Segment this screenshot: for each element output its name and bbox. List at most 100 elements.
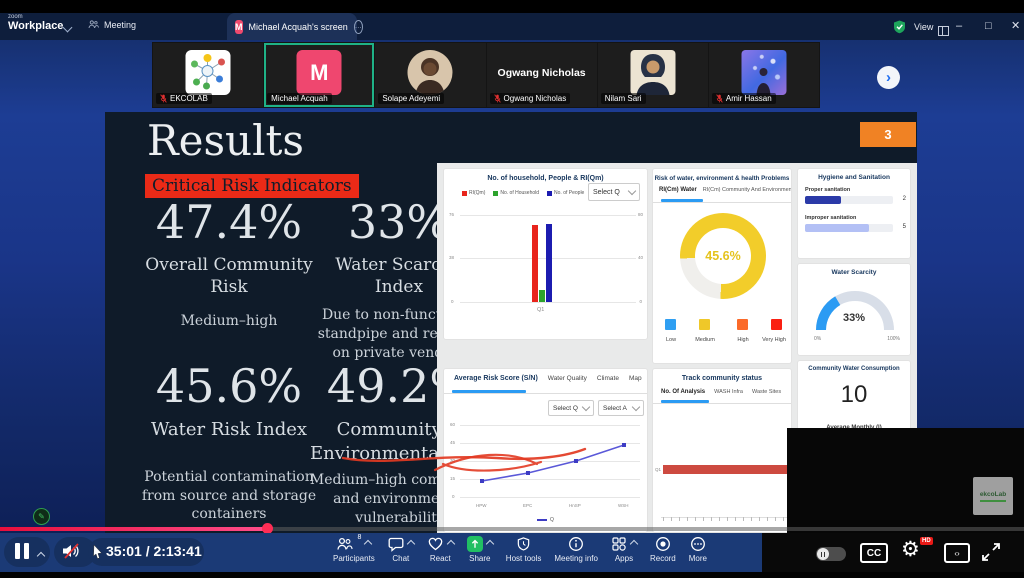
y-tick: 0 — [452, 494, 455, 499]
fullscreen-icon[interactable] — [980, 541, 1002, 563]
stat-value: 33% — [347, 195, 451, 249]
toolbar-label: Record — [649, 554, 676, 563]
volume-muted-icon[interactable] — [61, 542, 81, 560]
annotation-pencil-icon[interactable]: ✎ — [33, 508, 50, 525]
tab-ricm-community[interactable]: RI(Cm) Community And Environment — [702, 187, 792, 193]
meeting-info-button[interactable]: Meeting info — [554, 536, 598, 563]
participant-tile-ogwang[interactable]: Ogwang Nicholas Ogwang Nicholas — [486, 43, 597, 107]
tab-climate[interactable]: Climate — [596, 375, 619, 382]
consumption-value: 10 — [840, 381, 868, 408]
person-photo-icon — [415, 58, 445, 95]
legend-label: Q — [550, 517, 554, 523]
slide-title: Results — [147, 116, 304, 165]
participant-name: Michael Acquah — [271, 94, 328, 103]
tab-shared-screen[interactable]: M Michael Acquah's screen … — [227, 13, 363, 40]
avatar-initial: M — [310, 59, 329, 85]
react-button[interactable]: React — [427, 536, 456, 563]
tab-options-icon[interactable]: … — [353, 19, 363, 34]
chat-button[interactable]: Chat — [388, 536, 416, 563]
tab-map[interactable]: Map — [628, 375, 642, 382]
video-timestamp: 35:01 / 2:13:41 — [106, 543, 202, 559]
select-a-dropdown[interactable]: Select A — [598, 400, 644, 416]
pause-button[interactable] — [15, 543, 29, 559]
zoom-title-bar: zoom Workplace Meeting M Michael Acquah'… — [0, 13, 1024, 40]
tab-wash-infra[interactable]: WASH Infra — [714, 389, 743, 395]
chat-caret-icon[interactable] — [406, 539, 416, 549]
participants-button[interactable]: 8 Participants — [333, 534, 375, 563]
host-tools-button[interactable]: Host tools — [506, 536, 541, 563]
captions-button[interactable]: CC — [860, 543, 888, 563]
x-category-label: HPW — [476, 503, 487, 508]
participant-name-pill: Michael Acquah — [267, 93, 332, 104]
close-button[interactable]: ✕ — [1011, 20, 1021, 32]
stat-label: Overall Community Risk — [145, 255, 313, 298]
shared-screen-slide: Results 3 Critical Risk Indicators 47.4%… — [105, 112, 917, 533]
legend-label: High — [737, 337, 749, 343]
highlight-label: Critical Risk Indicators — [145, 174, 359, 198]
ekcolab-avatar — [185, 50, 231, 95]
player-controls-area — [762, 533, 1024, 578]
x-category-label: WSH — [618, 503, 629, 508]
participant-name: EKCOLAB — [170, 94, 208, 103]
apps-caret-icon[interactable] — [629, 539, 639, 549]
participant-tile-amir[interactable]: Amir Hassan — [708, 43, 820, 107]
participant-name-pill: Solape Adeyemi — [378, 93, 445, 104]
avg-risk-chart-card: Average Risk Score (S/N) Water Quality C… — [443, 368, 648, 533]
view-button[interactable]: View — [914, 22, 934, 32]
tab-water-quality[interactable]: Water Quality — [547, 375, 587, 382]
cursor-icon — [93, 545, 103, 559]
minimize-button[interactable]: – — [956, 20, 963, 32]
autoplay-toggle[interactable] — [816, 547, 846, 561]
toolbar-label: Apps — [614, 554, 634, 563]
legend-swatch — [537, 519, 548, 521]
donut-tabs: RI(Cm) Water RI(Cm) Community And Enviro… — [659, 187, 792, 193]
more-button[interactable]: More — [689, 536, 707, 563]
tab-avg-risk-score[interactable]: Average Risk Score (S/N) — [454, 375, 538, 382]
settings-gear-icon[interactable]: ⚙ — [901, 538, 920, 561]
strip-next-page-button[interactable]: › — [877, 66, 900, 89]
react-caret-icon[interactable] — [446, 539, 456, 549]
participant-tile-ekcolab[interactable]: EKCOLAB — [153, 43, 264, 107]
screen-tab-badge: M — [235, 19, 243, 34]
legend-swatch — [462, 190, 467, 196]
share-caret-icon[interactable] — [485, 539, 495, 549]
participants-caret-icon[interactable] — [364, 539, 373, 549]
participant-tile-nilam[interactable]: Nilam Sari — [597, 43, 708, 107]
record-button[interactable]: Record — [650, 536, 676, 563]
tab-waste-sites[interactable]: Waste Sites — [751, 389, 782, 395]
apps-button[interactable]: Apps — [611, 536, 639, 563]
view-layout-icon[interactable] — [938, 26, 949, 36]
stat-water-risk: 45.6% Water Risk Index Potential contami… — [133, 362, 325, 524]
gauge-min: 0% — [814, 336, 822, 342]
chevron-down-icon — [627, 186, 637, 196]
workspace-dropdown-icon[interactable] — [62, 22, 73, 33]
stat-value: 45.6% — [155, 359, 303, 413]
select-q-dropdown[interactable]: Select Q — [548, 400, 594, 416]
tab-ricm-water[interactable]: RI(Cm) Water — [659, 187, 697, 193]
bar-track — [805, 224, 893, 232]
brand-workplace: Workplace — [8, 20, 64, 32]
select-quarter-dropdown[interactable]: Select Q — [588, 183, 640, 201]
water-scarcity-card: Water Scarcity 33% 0% 100% — [797, 263, 911, 356]
miniplayer-icon[interactable]: ‹› — [944, 543, 970, 563]
gauge-value: 33% — [842, 312, 866, 324]
share-button[interactable]: Share — [466, 536, 495, 563]
pip-video-tile[interactable]: ekcoLab — [787, 428, 1024, 533]
track-status-card: Track community status No. Of Analysis W… — [652, 368, 792, 533]
chart-title: Hygiene and Sanitation — [818, 174, 890, 181]
participant-tile-solape[interactable]: Solape Adeyemi — [375, 43, 486, 107]
donut-value: 45.6% — [705, 249, 741, 263]
screen-tab-title: Michael Acquah's screen — [248, 21, 348, 32]
toolbar-label: Chat — [392, 554, 410, 563]
tab-no-of-analysis[interactable]: No. Of Analysis — [661, 389, 706, 395]
participant-name-pill: Ogwang Nicholas — [489, 93, 571, 104]
maximize-button[interactable]: □ — [985, 20, 992, 32]
tab-meeting[interactable]: Meeting — [88, 19, 136, 30]
video-progress-track[interactable] — [0, 527, 1024, 531]
participant-tile-michael[interactable]: M Michael Acquah — [264, 43, 375, 107]
video-progress-knob[interactable] — [262, 523, 273, 534]
participant-name: Amir Hassan — [725, 94, 772, 103]
y-tick: 40 — [637, 255, 643, 260]
chart-title: Track community status — [681, 375, 763, 382]
